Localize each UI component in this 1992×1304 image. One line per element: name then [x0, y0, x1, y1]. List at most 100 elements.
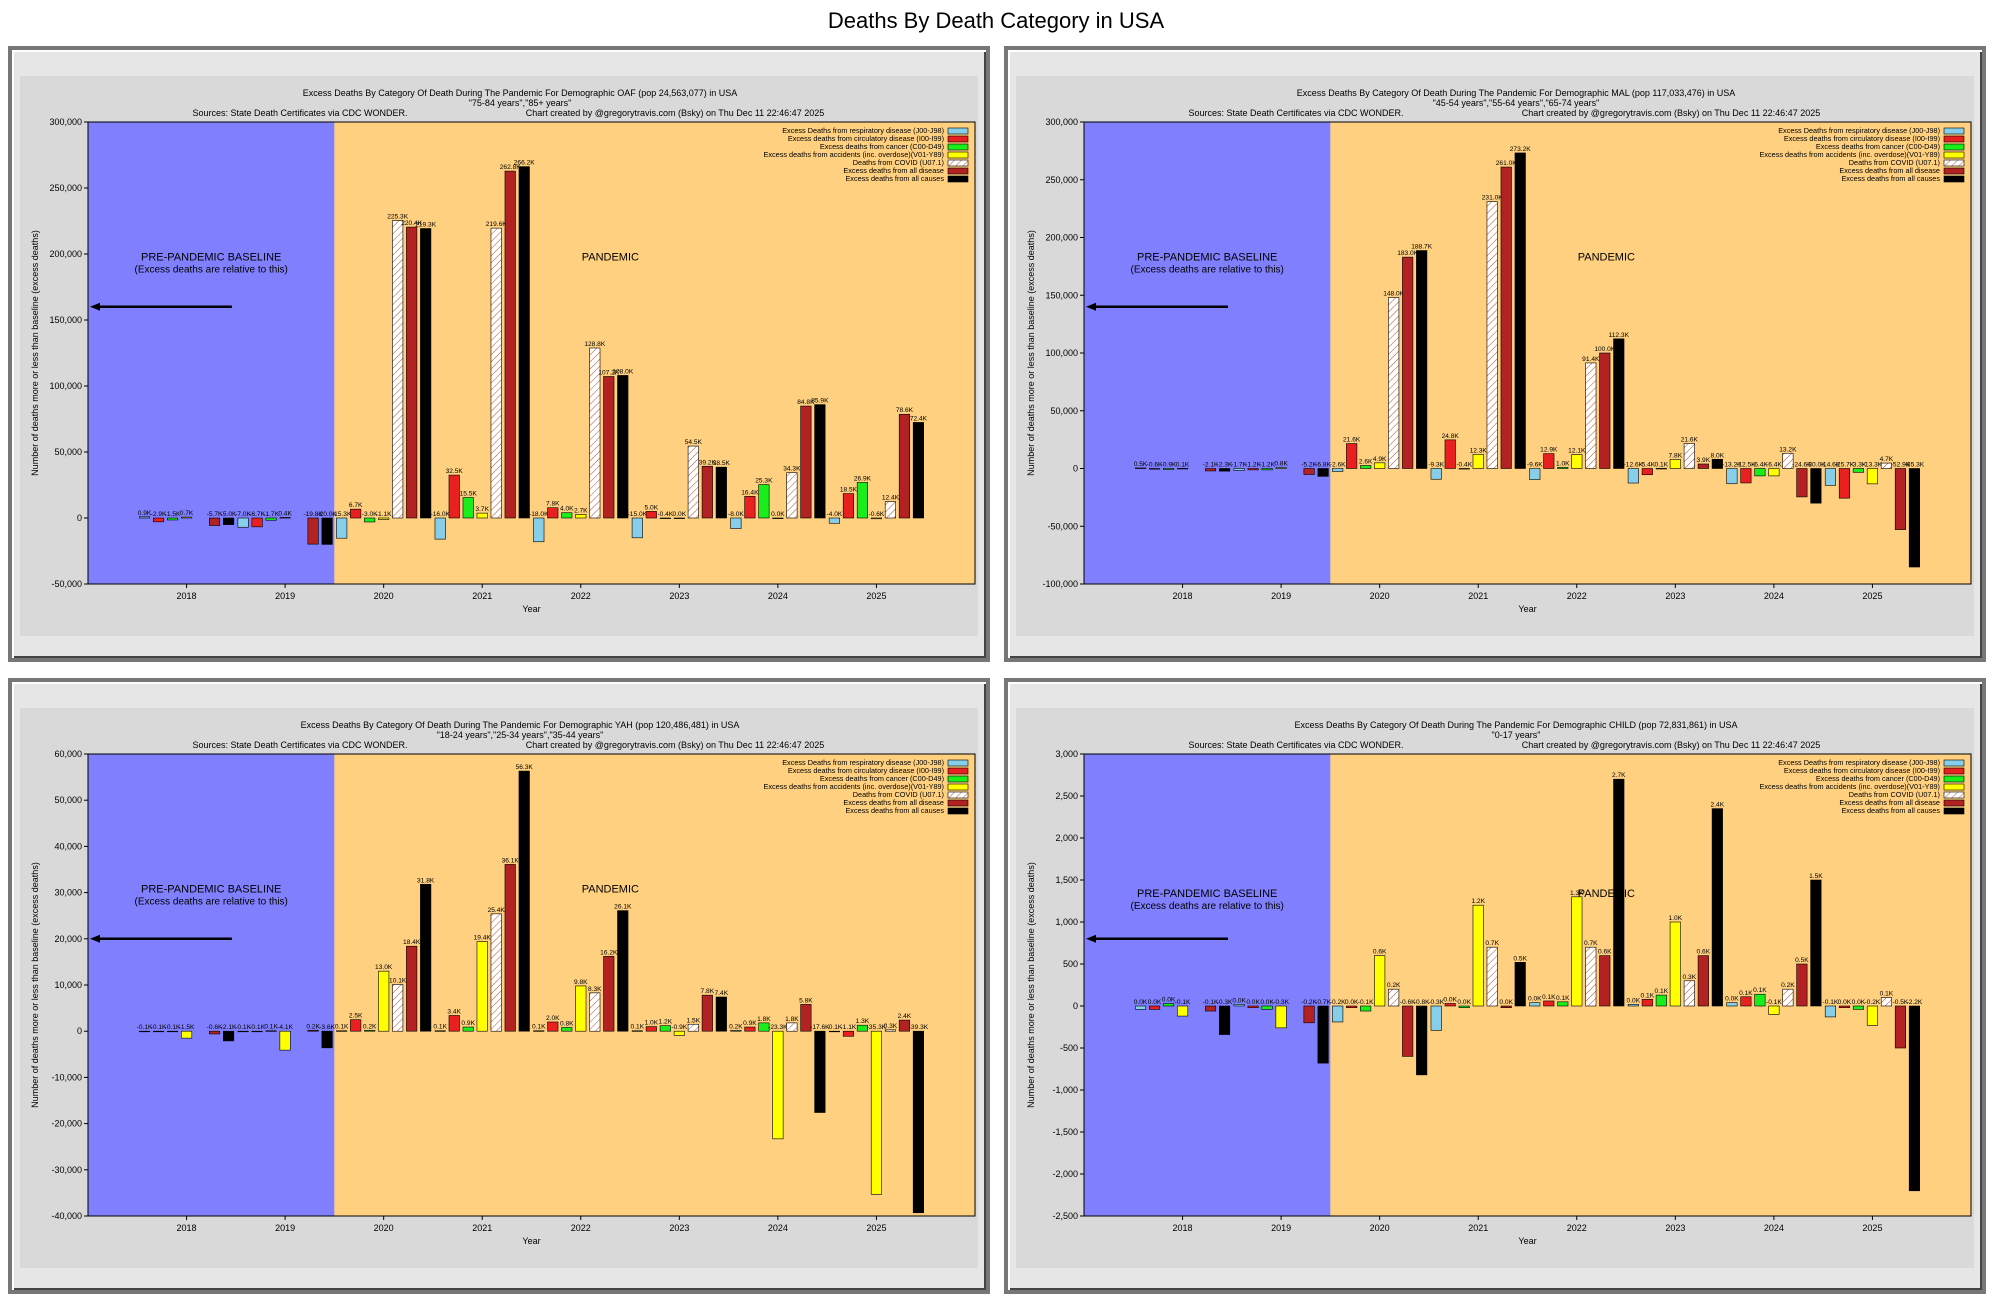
bar-value-label: 7.8K [1669, 452, 1683, 459]
y-tick-label: 30,000 [54, 888, 82, 898]
x-tick-label: 2018 [177, 1223, 197, 1233]
bar [1571, 896, 1583, 1007]
bar [420, 883, 432, 1032]
bar-value-label: 0.8K [1274, 461, 1288, 468]
baseline-arrow-head [1086, 302, 1096, 311]
bar-value-label: -9.6K [1527, 462, 1543, 469]
legend-label: Excess deaths from all causes [1841, 174, 1940, 183]
bar [1852, 1005, 1864, 1010]
bar-value-label: -3.6K [319, 1024, 335, 1031]
bar-value-label: 32.5K [446, 468, 464, 475]
bar [265, 517, 277, 521]
y-tick-label: 10,000 [54, 980, 82, 990]
bar [448, 1015, 460, 1032]
bar [786, 1022, 798, 1032]
bar [1711, 458, 1723, 469]
bar-value-label: 107.2K [598, 369, 620, 376]
bar [1866, 468, 1878, 485]
bar [1247, 1005, 1259, 1008]
bar [1782, 988, 1794, 1007]
bar-value-label: 9.8K [574, 979, 588, 986]
bar [1697, 955, 1709, 1007]
bar-value-label: 26.9K [854, 475, 872, 482]
bar [561, 512, 573, 519]
y-tick-label: -500 [1060, 1043, 1078, 1053]
y-tick-label: -2,000 [1052, 1169, 1078, 1179]
bar [251, 517, 263, 528]
legend-swatch [1943, 159, 1965, 167]
bar [673, 517, 685, 519]
y-tick-label: -20,000 [51, 1119, 82, 1129]
bar-value-label: -0.1K [1358, 999, 1374, 1006]
bar [701, 994, 713, 1032]
bar-value-label: 0.5K [1134, 461, 1148, 468]
x-tick-label: 2025 [866, 591, 886, 601]
bar-value-label: -14.6K [1821, 462, 1841, 469]
legend-swatch [947, 767, 969, 775]
bar [870, 517, 882, 520]
bar-value-label: 1.8K [785, 1016, 799, 1023]
bar [1233, 468, 1245, 471]
bar [153, 1030, 165, 1033]
bar-value-label: 25.4K [488, 907, 506, 914]
x-tick-label: 2025 [1862, 591, 1882, 601]
bar-value-label: 0.4K [278, 510, 292, 517]
bar-value-label: 0.6K [1697, 949, 1711, 956]
bar [715, 996, 727, 1032]
bar [1317, 1005, 1329, 1064]
bar-value-label: -0.6K [1147, 462, 1163, 469]
bar-value-label: 0.0K [1260, 999, 1274, 1006]
legend-swatch [947, 135, 969, 143]
bar [814, 404, 826, 519]
legend-label: Excess deaths from all disease [1839, 166, 1940, 175]
bar [406, 945, 418, 1032]
bar-value-label: -2.2K [1907, 999, 1923, 1006]
bar [1557, 1001, 1569, 1007]
bar-value-label: 31.8K [417, 877, 435, 884]
y-tick-label: -1,000 [1052, 1085, 1078, 1095]
bar-value-label: 1.3K [1570, 890, 1584, 897]
bar [307, 1029, 319, 1032]
bar-value-label: 19.4K [474, 935, 492, 942]
bar-value-label: 0.1K [1655, 988, 1669, 995]
bar [1430, 468, 1442, 480]
bar-value-label: -85.3K [1905, 462, 1925, 469]
bar [1472, 904, 1484, 1007]
bar-value-label: -23.3K [768, 1024, 788, 1031]
bar [1824, 468, 1836, 486]
bar-value-label: 4.7K [1880, 456, 1894, 463]
bar [1163, 468, 1175, 470]
bar-value-label: 21.6K [1343, 437, 1361, 444]
bar-value-label: 3.4K [447, 1008, 461, 1015]
legend-label: Excess deaths from circulatory disease (… [1784, 134, 1940, 143]
bar-value-label: -0.1K [235, 1024, 251, 1031]
baseline-region [1084, 122, 1331, 584]
bar-value-label: 0.1K [1880, 991, 1894, 998]
bar [1838, 468, 1850, 499]
bar-value-label: 100.0K [1594, 346, 1616, 353]
bar-value-label: 18.4K [403, 939, 421, 946]
x-tick-label: 2020 [374, 591, 394, 601]
bar [884, 501, 896, 519]
legend-label: Deaths from COVID (U07.1) [853, 790, 944, 799]
x-tick-label: 2021 [1468, 1223, 1488, 1233]
bar-value-label: 2.4K [1711, 802, 1725, 809]
bar-value-label: 0.7K [180, 510, 194, 517]
bar-value-label: 188.7K [1411, 244, 1433, 251]
y-axis-label: Number of deaths more or less than basel… [1026, 862, 1036, 1108]
bar [490, 913, 502, 1032]
legend-label: Excess deaths from all causes [845, 174, 944, 183]
y-tick-label: 2,000 [1055, 833, 1078, 843]
bar-value-label: -0.3K [1428, 999, 1444, 1006]
bar [1880, 997, 1892, 1007]
bar-value-label: 0.9K [461, 1020, 475, 1027]
bar-value-label: 0.0K [1725, 996, 1739, 1003]
bar [884, 1029, 896, 1032]
bar-value-label: -6.4K [1752, 462, 1768, 469]
bar [1317, 468, 1329, 477]
bar [1402, 1005, 1414, 1057]
bar [378, 517, 390, 520]
legend-swatch [1943, 143, 1965, 151]
legend-label: Excess Deaths from respiratory disease (… [1778, 758, 1940, 767]
bar [139, 1030, 151, 1033]
